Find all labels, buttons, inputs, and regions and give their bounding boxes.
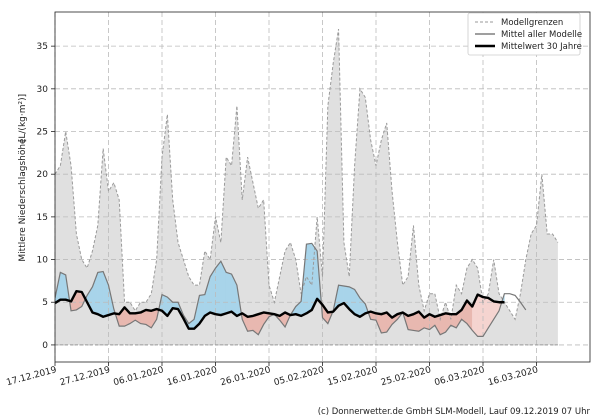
y-tick-label: 0	[42, 341, 48, 351]
y-tick-label: 5	[42, 298, 48, 308]
x-tick-label: 26.01.2020	[219, 365, 272, 388]
x-tick-label: 15.02.2020	[326, 365, 379, 388]
x-tick-label: 06.01.2020	[112, 365, 165, 388]
below-normal-fill	[381, 312, 387, 334]
envelope-upper-line	[55, 28, 559, 322]
x-tick-label: 05.02.2020	[273, 365, 326, 388]
y-axis-label-unit: [L/(kg·m²)]	[18, 94, 28, 142]
x-tick-label: 16.03.2020	[487, 365, 540, 388]
climate-mean-line	[55, 289, 505, 330]
y-tick-label: 20	[37, 170, 49, 180]
above-normal-fill	[226, 272, 232, 314]
x-tick-label: 27.12.2019	[59, 365, 112, 388]
y-tick-label: 15	[37, 213, 48, 223]
legend: Modellgrenzen Mittel aller Modelle Mitte…	[467, 12, 582, 56]
y-axis: 0 5 10 15 20 25 30 35	[37, 42, 55, 351]
x-tick-label: 25.02.2020	[380, 365, 433, 388]
plot-area	[54, 11, 591, 363]
y-tick-label: 25	[37, 128, 48, 138]
y-tick-label: 10	[37, 256, 49, 266]
below-normal-fill	[440, 313, 446, 336]
legend-label-climate: Mittelwert 30 Jahre	[501, 42, 582, 52]
legend-label-envelope: Modellgrenzen	[501, 18, 563, 28]
below-normal-fill	[477, 294, 484, 337]
above-normal-fill	[215, 260, 222, 316]
legend-label-mean: Mittel aller Modelle	[501, 30, 582, 40]
x-axis: 17.12.2019 27.12.2019 06.01.2020 16.01.2020…	[5, 362, 540, 388]
y-tick-label: 30	[37, 85, 49, 95]
credit-text: (c) Donnerwetter.de GmbH SLM-Modell, Lau…	[317, 407, 590, 417]
legend-box	[467, 12, 581, 56]
model-envelope-area	[55, 29, 558, 345]
above-normal-fill	[97, 271, 104, 318]
below-normal-fill	[247, 315, 254, 332]
x-tick-label: 16.01.2020	[166, 365, 219, 388]
x-tick-label: 17.12.2019	[5, 365, 58, 388]
y-tick-label: 35	[37, 42, 48, 52]
y-axis-label: Mittlere Niederschlagshöhe [L/(kg·m²)]	[18, 94, 28, 262]
above-normal-fill	[60, 272, 66, 300]
x-tick-label: 06.03.2020	[433, 365, 486, 388]
y-axis-label-main: Mittlere Niederschlagshöhe	[18, 138, 28, 262]
